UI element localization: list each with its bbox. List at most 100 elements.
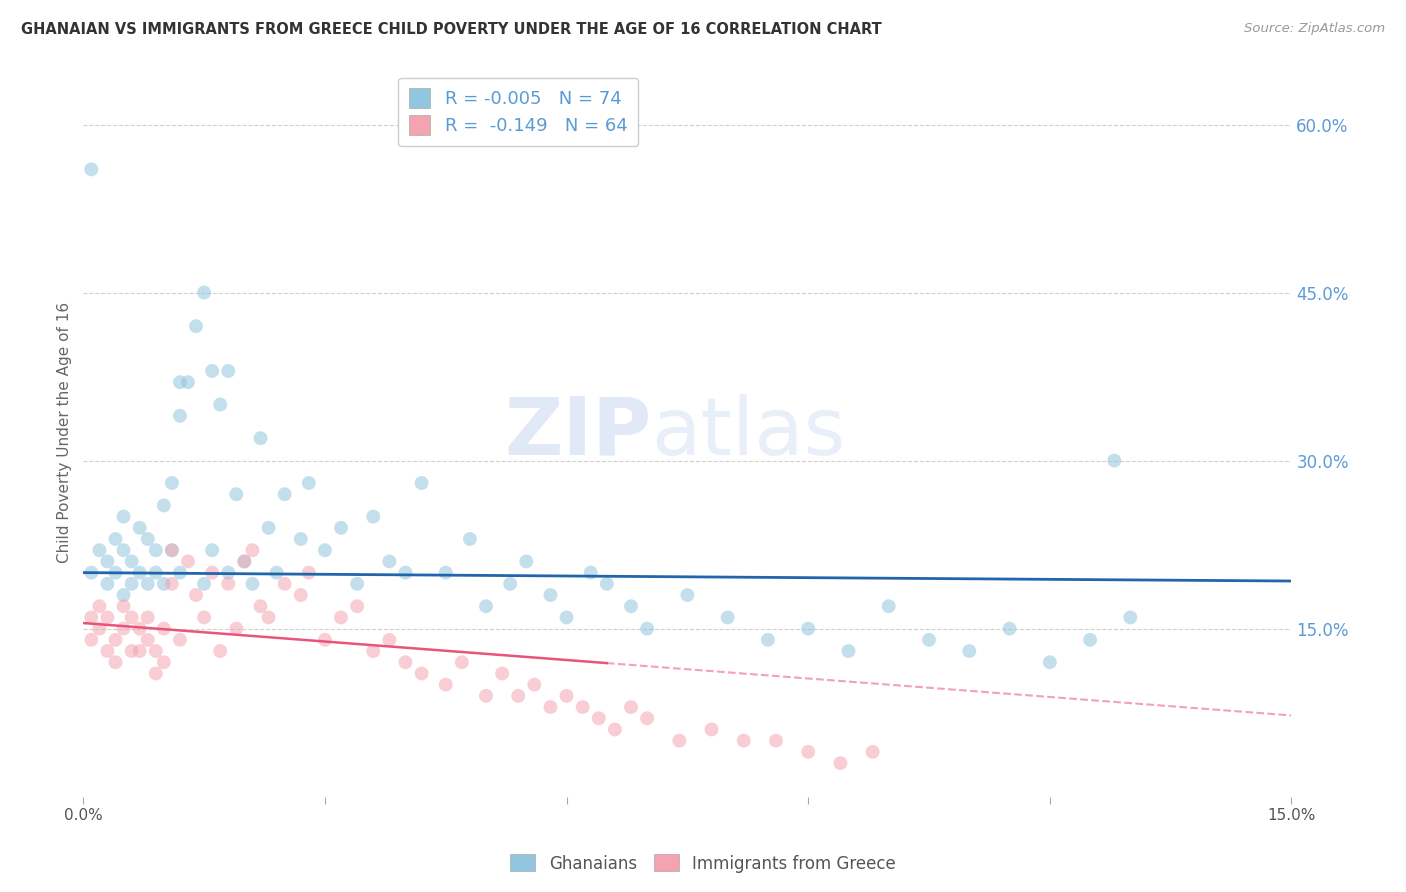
Point	[184, 588, 207, 602]
Point	[112, 599, 135, 614]
Point	[266, 566, 288, 580]
Point	[290, 532, 312, 546]
Point	[80, 632, 103, 647]
Point	[169, 375, 191, 389]
Point	[918, 632, 941, 647]
Point	[797, 622, 820, 636]
Point	[515, 554, 537, 568]
Point	[450, 655, 472, 669]
Point	[184, 319, 207, 334]
Point	[104, 655, 127, 669]
Point	[242, 577, 264, 591]
Point	[193, 285, 215, 300]
Point	[145, 644, 167, 658]
Point	[676, 588, 699, 602]
Point	[298, 475, 321, 490]
Point	[765, 733, 787, 747]
Point	[394, 655, 416, 669]
Point	[298, 566, 321, 580]
Point	[603, 723, 626, 737]
Point	[169, 566, 191, 580]
Point	[1078, 632, 1101, 647]
Point	[121, 577, 143, 591]
Point	[273, 487, 295, 501]
Point	[508, 689, 530, 703]
Point	[411, 666, 433, 681]
Point	[830, 756, 852, 770]
Point	[217, 364, 239, 378]
Point	[249, 431, 271, 445]
Point	[177, 375, 200, 389]
Point	[96, 610, 118, 624]
Point	[225, 622, 247, 636]
Point	[104, 632, 127, 647]
Point	[475, 689, 498, 703]
Point	[169, 632, 191, 647]
Point	[361, 509, 384, 524]
Point	[160, 577, 183, 591]
Point	[877, 599, 900, 614]
Point	[128, 566, 150, 580]
Point	[96, 644, 118, 658]
Point	[169, 409, 191, 423]
Point	[136, 577, 159, 591]
Point	[128, 521, 150, 535]
Point	[555, 689, 578, 703]
Point	[160, 475, 183, 490]
Point	[193, 610, 215, 624]
Point	[636, 711, 658, 725]
Point	[145, 666, 167, 681]
Point	[112, 543, 135, 558]
Text: GHANAIAN VS IMMIGRANTS FROM GREECE CHILD POVERTY UNDER THE AGE OF 16 CORRELATION: GHANAIAN VS IMMIGRANTS FROM GREECE CHILD…	[21, 22, 882, 37]
Point	[1104, 453, 1126, 467]
Point	[434, 566, 457, 580]
Point	[89, 599, 111, 614]
Point	[330, 521, 353, 535]
Point	[636, 622, 658, 636]
Point	[160, 543, 183, 558]
Point	[145, 566, 167, 580]
Point	[957, 644, 980, 658]
Point	[193, 577, 215, 591]
Point	[217, 566, 239, 580]
Point	[128, 644, 150, 658]
Point	[257, 521, 280, 535]
Point	[555, 610, 578, 624]
Point	[121, 644, 143, 658]
Point	[837, 644, 859, 658]
Point	[523, 678, 546, 692]
Point	[314, 543, 336, 558]
Point	[540, 700, 562, 714]
Point	[596, 577, 619, 591]
Point	[257, 610, 280, 624]
Point	[756, 632, 779, 647]
Point	[136, 632, 159, 647]
Point	[330, 610, 353, 624]
Point	[290, 588, 312, 602]
Text: ZIP: ZIP	[503, 393, 651, 472]
Point	[540, 588, 562, 602]
Point	[346, 599, 368, 614]
Point	[201, 543, 224, 558]
Point	[620, 700, 643, 714]
Point	[700, 723, 723, 737]
Point	[104, 532, 127, 546]
Point	[668, 733, 690, 747]
Point	[458, 532, 481, 546]
Point	[797, 745, 820, 759]
Point	[314, 632, 336, 647]
Point	[571, 700, 593, 714]
Point	[177, 554, 200, 568]
Point	[136, 610, 159, 624]
Y-axis label: Child Poverty Under the Age of 16: Child Poverty Under the Age of 16	[58, 302, 72, 563]
Point	[145, 543, 167, 558]
Point	[434, 678, 457, 692]
Point	[717, 610, 740, 624]
Point	[249, 599, 271, 614]
Point	[862, 745, 884, 759]
Point	[273, 577, 295, 591]
Point	[361, 644, 384, 658]
Legend: R = -0.005   N = 74, R =  -0.149   N = 64: R = -0.005 N = 74, R = -0.149 N = 64	[398, 78, 638, 146]
Point	[225, 487, 247, 501]
Text: atlas: atlas	[651, 393, 845, 472]
